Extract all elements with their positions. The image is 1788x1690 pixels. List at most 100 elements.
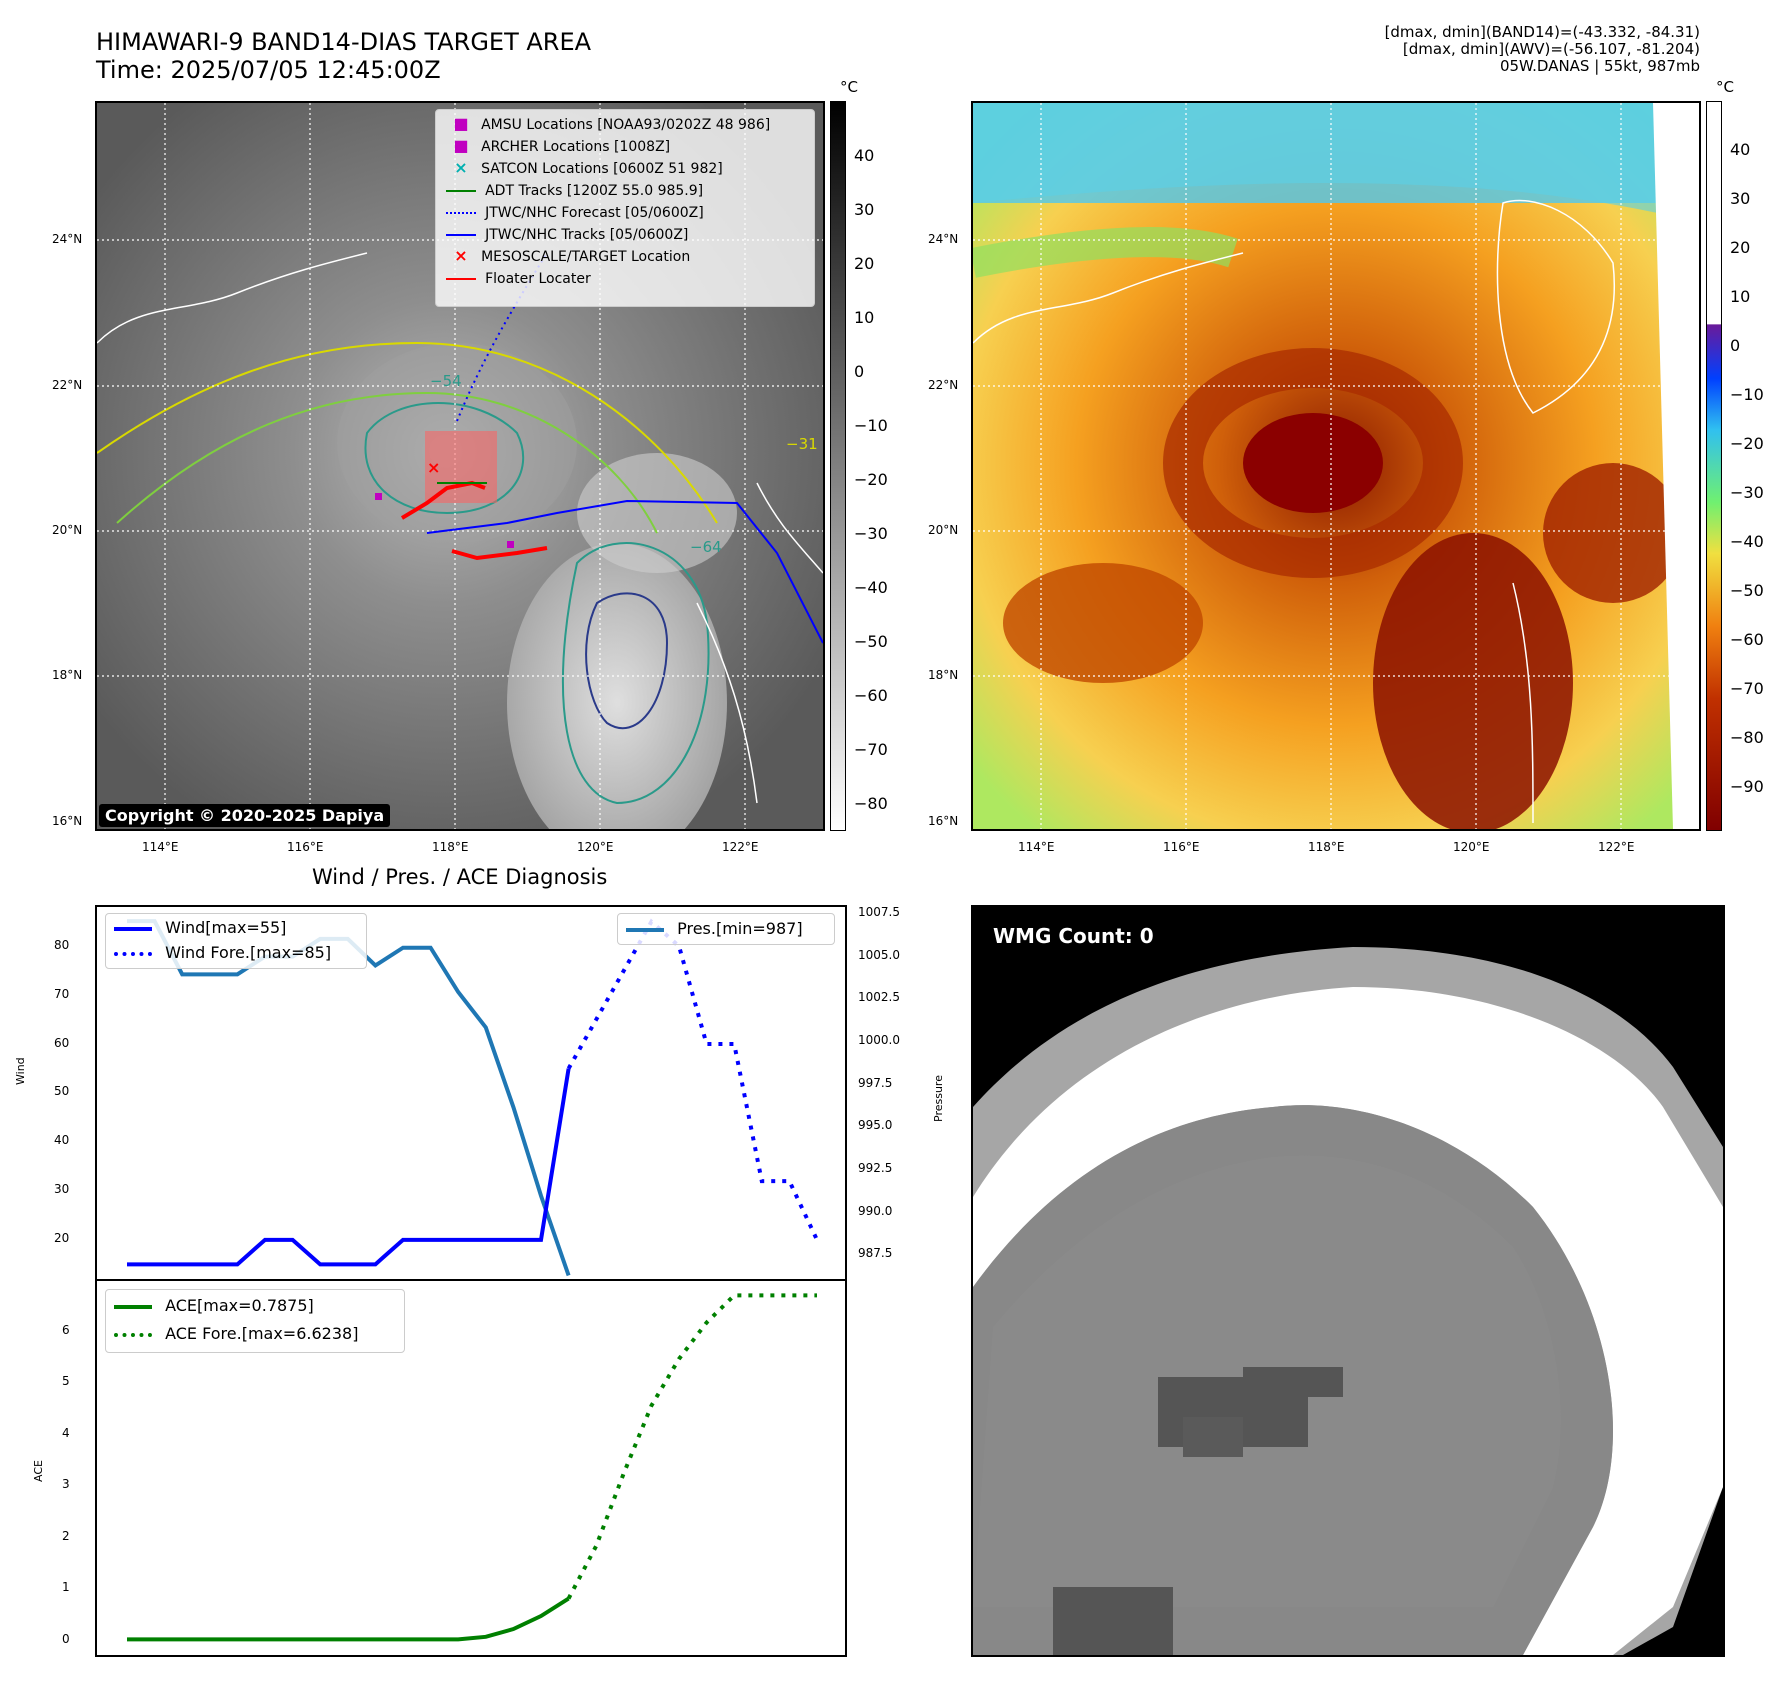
pressure-tick: 1002.5 xyxy=(858,990,900,1004)
colorbar-2 xyxy=(1706,101,1722,831)
pressure-tick: 990.0 xyxy=(858,1204,893,1218)
lon-label: 122°E xyxy=(1598,840,1635,854)
lat-label: 18°N xyxy=(928,668,959,682)
legend-label: Pres.[min=987] xyxy=(677,919,803,938)
wind-tick: 40 xyxy=(54,1133,70,1147)
legend-item: ■ ARCHER Locations [1008Z] xyxy=(446,136,670,158)
ace-forecast-series-line xyxy=(566,1293,817,1600)
title-line-1: HIMAWARI-9 BAND14-DIAS TARGET AREA xyxy=(96,28,592,56)
ace-legend: ACE[max=0.7875] ACE Fore.[max=6.6238] xyxy=(105,1289,405,1353)
ace-tick: 2 xyxy=(62,1529,70,1543)
colorbar-1-unit: °C xyxy=(840,78,858,96)
chart-title: HIMAWARI-9 BAND14-DIAS TARGET AREA Time:… xyxy=(96,28,591,84)
colorbar-1-tick: 10 xyxy=(854,308,875,327)
lon-label: 116°E xyxy=(1163,840,1200,854)
legend-label: Wind Fore.[max=85] xyxy=(165,943,332,962)
pressure-tick: 995.0 xyxy=(858,1118,893,1132)
forecast-line-icon xyxy=(446,211,476,214)
lon-label: 116°E xyxy=(287,840,324,854)
wind-series-line xyxy=(127,1068,571,1267)
enhanced-map-panel xyxy=(971,101,1701,831)
wind-legend: Wind[max=55] Wind Fore.[max=85] xyxy=(105,913,367,969)
colorbar-1-tick: −50 xyxy=(854,632,888,651)
wind-tick: 60 xyxy=(54,1036,70,1050)
lat-label: 22°N xyxy=(928,378,959,392)
target-marker-icon: × xyxy=(454,246,468,265)
lon-label: 118°E xyxy=(432,840,469,854)
colorbar-1-tick: 40 xyxy=(854,146,875,165)
ace-tick: 1 xyxy=(62,1580,70,1594)
lat-label: 16°N xyxy=(928,814,959,828)
colorbar-2-tick: 40 xyxy=(1730,140,1751,159)
legend-label: MESOSCALE/TARGET Location xyxy=(481,249,691,265)
track-line-icon xyxy=(446,233,476,236)
pressure-tick: 992.5 xyxy=(858,1161,893,1175)
legend-label: ADT Tracks [1200Z 55.0 985.9] xyxy=(485,183,704,199)
lat-label: 20°N xyxy=(928,523,959,537)
colorbar-1-tick: −60 xyxy=(854,686,888,705)
pressure-tick: 997.5 xyxy=(858,1076,893,1090)
legend-label: ARCHER Locations [1008Z] xyxy=(481,139,671,155)
lat-label: 24°N xyxy=(928,232,959,246)
enhanced-map-image xyxy=(973,103,1699,829)
legend-item: × SATCON Locations [0600Z 51 982] xyxy=(446,158,723,180)
lat-label: 20°N xyxy=(52,523,83,537)
ace-tick: 4 xyxy=(62,1426,70,1440)
legend-label: JTWC/NHC Forecast [05/0600Z] xyxy=(485,205,704,221)
pressure-legend: Pres.[min=987] xyxy=(617,913,835,945)
colorbar-1-tick: −80 xyxy=(854,794,888,813)
colorbar-2-tick: 20 xyxy=(1730,238,1751,257)
contour-label: −31 xyxy=(786,435,818,453)
wind-pressure-chart: Wind[max=55] Wind Fore.[max=85] Pres.[mi… xyxy=(95,905,847,1281)
colorbar-2-unit: °C xyxy=(1716,78,1734,96)
info-line-1: [dmax, dmin](BAND14)=(-43.332, -84.31) xyxy=(1384,23,1700,41)
map-legend: ■ AMSU Locations [NOAA93/0202Z 48 986] ■… xyxy=(435,109,815,307)
wind-fore-line-icon xyxy=(114,951,152,956)
satcon-marker-icon: × xyxy=(454,158,468,177)
lat-label: 18°N xyxy=(52,668,83,682)
legend-label: ACE[max=0.7875] xyxy=(165,1296,314,1315)
lon-label: 118°E xyxy=(1308,840,1345,854)
pressure-tick: 1005.0 xyxy=(858,948,900,962)
colorbar-2-tick: −90 xyxy=(1730,777,1764,796)
wind-tick: 70 xyxy=(54,987,70,1001)
diagnosis-title: Wind / Pres. / ACE Diagnosis xyxy=(312,865,608,889)
legend-item: × MESOSCALE/TARGET Location xyxy=(446,246,690,268)
colorbar-2-tick: −60 xyxy=(1730,630,1764,649)
wind-forecast-series-line xyxy=(566,918,819,1241)
archer-marker-icon: ■ xyxy=(453,136,469,155)
ace-tick: 3 xyxy=(62,1477,70,1491)
svg-text:×: × xyxy=(427,458,440,477)
legend-item: Wind Fore.[max=85] xyxy=(114,943,331,962)
colorbar-2-tick: −70 xyxy=(1730,679,1764,698)
colorbar-2-tick: −30 xyxy=(1730,483,1764,502)
ace-plot xyxy=(127,1293,817,1642)
legend-label: Wind[max=55] xyxy=(165,918,287,937)
colorbar-1-tick: 30 xyxy=(854,200,875,219)
legend-item: Wind[max=55] xyxy=(114,918,286,937)
colorbar-1-tick: −70 xyxy=(854,740,888,759)
intensity-info: [dmax, dmin](BAND14)=(-43.332, -84.31) [… xyxy=(1385,24,1700,75)
legend-label: JTWC/NHC Tracks [05/0600Z] xyxy=(485,227,689,243)
legend-label: SATCON Locations [0600Z 51 982] xyxy=(481,161,723,177)
ace-line-icon xyxy=(114,1304,152,1309)
colorbar-1-tick: −20 xyxy=(854,470,888,489)
legend-item: Pres.[min=987] xyxy=(626,919,803,938)
colorbar-2-tick: 10 xyxy=(1730,287,1751,306)
info-line-2: [dmax, dmin](AWV)=(-56.107, -81.204) xyxy=(1402,40,1700,58)
colorbar-2-tick: −50 xyxy=(1730,581,1764,600)
copyright-badge: Copyright © 2020-2025 Dapiya xyxy=(99,804,391,827)
colorbar-1-tick: −40 xyxy=(854,578,888,597)
colorbar-2-tick: 30 xyxy=(1730,189,1751,208)
ace-chart: ACE[max=0.7875] ACE Fore.[max=6.6238] xyxy=(95,1279,847,1657)
contour-label: −64 xyxy=(690,538,722,556)
wmg-panel: WMG Count: 0 xyxy=(971,905,1725,1657)
amsu-marker-icon: ■ xyxy=(453,114,469,133)
legend-label: AMSU Locations [NOAA93/0202Z 48 986] xyxy=(481,117,771,133)
colorbar-1-tick: −30 xyxy=(854,524,888,543)
legend-item: ACE[max=0.7875] xyxy=(114,1296,314,1315)
ace-tick: 6 xyxy=(62,1323,70,1337)
legend-item: ■ AMSU Locations [NOAA93/0202Z 48 986] xyxy=(446,114,770,136)
colorbar-1-tick: −10 xyxy=(854,416,888,435)
legend-label: Floater Locater xyxy=(485,271,591,287)
